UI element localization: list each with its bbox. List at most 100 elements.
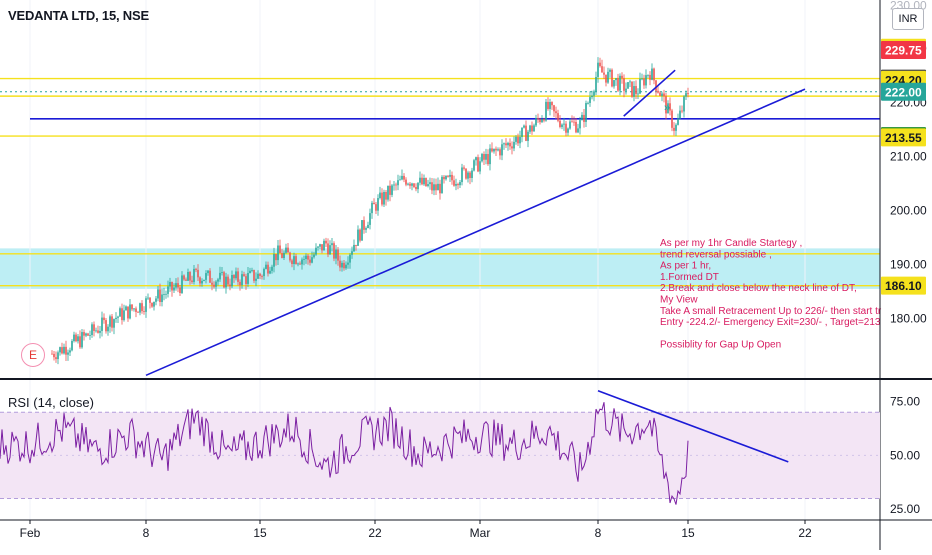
candle-body[interactable] [449,174,451,177]
candle-body[interactable] [631,81,633,97]
candle-body[interactable] [415,187,417,190]
annotation-line-4[interactable]: 2.Break and close below the neck line of… [660,283,857,294]
candle-body[interactable] [51,353,53,355]
candle-body[interactable] [137,311,139,313]
candle-body[interactable] [297,263,299,265]
candle-body[interactable] [545,101,547,121]
candle-body[interactable] [89,335,91,336]
candle-body[interactable] [55,357,57,360]
candle-body[interactable] [183,275,185,280]
candle-body[interactable] [555,111,557,114]
candle-body[interactable] [329,245,331,255]
candle-body[interactable] [207,270,209,274]
candle-body[interactable] [209,270,211,283]
candle-body[interactable] [503,143,505,145]
candle-body[interactable] [657,90,659,93]
candle-body[interactable] [407,183,409,185]
candle-body[interactable] [331,243,333,246]
candle-body[interactable] [633,86,635,97]
candle-body[interactable] [597,62,599,77]
candle-body[interactable] [575,121,577,133]
candle-body[interactable] [587,102,589,104]
candle-body[interactable] [669,103,671,111]
candle-body[interactable] [421,177,423,185]
candle-body[interactable] [197,269,199,278]
candle-body[interactable] [65,346,67,355]
candle-body[interactable] [639,78,641,94]
candle-body[interactable] [539,119,541,123]
candle-body[interactable] [629,81,631,83]
candle-body[interactable] [95,330,97,332]
candle-body[interactable] [453,180,455,186]
candle-body[interactable] [621,75,623,79]
candle-body[interactable] [615,78,617,81]
candle-body[interactable] [543,119,545,121]
candle-body[interactable] [563,123,565,125]
candle-body[interactable] [477,157,479,172]
candle-body[interactable] [589,97,591,103]
candle-body[interactable] [371,202,373,214]
annotation-line-3[interactable]: 1.Formed DT [660,272,719,283]
candle-body[interactable] [307,255,309,260]
candle-body[interactable] [419,177,421,183]
candle-body[interactable] [445,175,447,180]
candle-body[interactable] [289,252,291,261]
candle-body[interactable] [583,114,585,122]
price-badge[interactable] [881,128,926,147]
candle-body[interactable] [133,308,135,310]
candle-body[interactable] [231,275,233,287]
candle-body[interactable] [83,332,85,336]
candle-body[interactable] [363,220,365,230]
candle-body[interactable] [535,118,537,126]
candle-body[interactable] [513,141,515,149]
candle-body[interactable] [659,92,661,96]
annotation-line-2[interactable]: As per 1 hr, [660,261,711,272]
candle-body[interactable] [687,93,689,95]
candle-body[interactable] [249,270,251,274]
candle-body[interactable] [685,93,687,97]
candle-body[interactable] [423,177,425,185]
candle-body[interactable] [559,120,561,127]
symbol-title[interactable]: VEDANTA LTD, 15, NSE [8,8,149,23]
candle-body[interactable] [305,255,307,260]
candle-body[interactable] [357,229,359,246]
candle-body[interactable] [527,131,529,141]
candle-body[interactable] [327,243,329,255]
candle-body[interactable] [479,161,481,172]
candle-body[interactable] [455,183,457,186]
candle-body[interactable] [151,302,153,307]
candle-body[interactable] [675,124,677,131]
candle-body[interactable] [235,271,237,279]
candle-body[interactable] [641,78,643,80]
candle-body[interactable] [461,167,463,183]
candle-body[interactable] [475,157,477,161]
candle-body[interactable] [417,182,419,190]
candle-body[interactable] [315,247,317,255]
candle-body[interactable] [511,146,513,149]
candle-body[interactable] [591,95,593,98]
candle-body[interactable] [351,251,353,255]
candle-body[interactable] [499,149,501,156]
candle-body[interactable] [125,306,127,311]
candle-body[interactable] [413,183,415,188]
candle-body[interactable] [273,254,275,267]
candle-body[interactable] [551,102,553,106]
candle-body[interactable] [443,176,445,180]
candle-body[interactable] [103,317,105,321]
candle-body[interactable] [215,281,217,287]
candle-body[interactable] [157,289,159,299]
candle-body[interactable] [393,184,395,186]
candle-body[interactable] [465,168,467,179]
candle-body[interactable] [397,180,399,186]
candle-body[interactable] [313,254,315,258]
candle-body[interactable] [185,279,187,281]
candle-body[interactable] [533,125,535,132]
candle-body[interactable] [573,121,575,123]
candle-body[interactable] [375,204,377,211]
candle-body[interactable] [389,185,391,195]
candle-body[interactable] [251,270,253,271]
candle-body[interactable] [625,88,627,91]
candle-body[interactable] [167,286,169,294]
candle-body[interactable] [221,272,223,273]
